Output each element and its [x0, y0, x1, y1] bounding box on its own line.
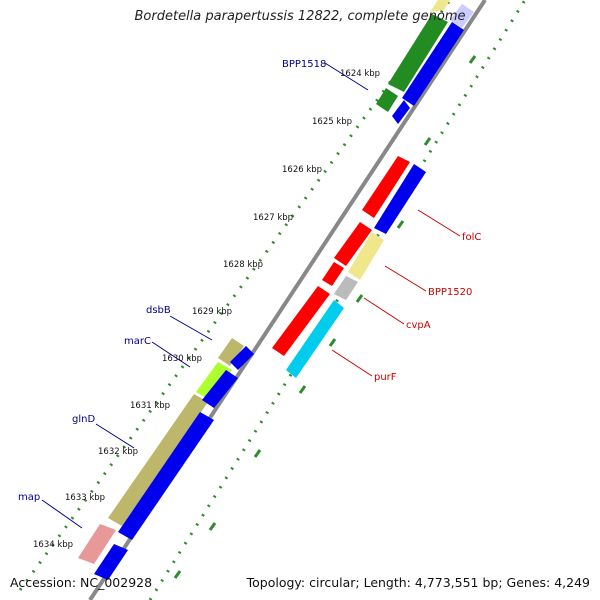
outer-dotted-ruler [148, 0, 527, 600]
topology-label: Topology: circular; Length: 4,773,551 bp… [246, 575, 590, 590]
gene-top-blue [402, 22, 464, 106]
backbone-tick [468, 55, 477, 64]
kbp-label-1624: 1624 kbp [340, 69, 380, 79]
gene-marC [196, 362, 232, 400]
kbp-label-1626: 1626 kbp [282, 165, 322, 175]
gene-label-purF: purF [374, 372, 397, 383]
gene-blue-3 [202, 370, 238, 408]
leader-glnD [95, 423, 135, 449]
gene-top-blue-small [392, 100, 410, 124]
backbone-tick [173, 570, 182, 579]
gene-dsbB [218, 338, 244, 366]
backbone-tick [328, 338, 337, 347]
gene-track-left [78, 338, 254, 580]
gene-label-dsbB: dsbB [146, 305, 171, 316]
backbone-tick [208, 522, 217, 531]
kbp-label-1625: 1625 kbp [312, 117, 352, 127]
kbp-label-1634: 1634 kbp [33, 540, 73, 550]
kbp-label-1628: 1628 kbp [223, 260, 263, 270]
backbone-ticks [173, 55, 477, 579]
gene-label-glnD: glnD [72, 414, 95, 425]
leader-folC [417, 209, 461, 237]
gene-right-blue [374, 164, 426, 234]
gene-label-marC: marC [124, 336, 151, 347]
leader-cvpA [363, 297, 405, 325]
gene-BPP1520 [348, 232, 384, 280]
leader-purF [331, 349, 373, 377]
leader-dsbB [169, 315, 213, 341]
gene-cvpA [334, 276, 358, 300]
gene-glnD [108, 394, 208, 526]
gene-label-BPP1518: BPP1518 [282, 59, 326, 70]
kbp-label-1632: 1632 kbp [98, 447, 138, 457]
backbone-tick [298, 385, 307, 394]
backbone-tick [253, 449, 262, 458]
gene-top-green-small [376, 88, 398, 112]
leader-BPP1518 [324, 62, 369, 91]
gene-blue-1 [94, 544, 128, 580]
gene-map [78, 524, 116, 564]
gene-label-BPP1520: BPP1520 [428, 287, 472, 298]
gene-cyan [286, 300, 344, 378]
kbp-label-1633: 1633 kbp [65, 493, 105, 503]
kbp-label-1631: 1631 kbp [130, 401, 170, 411]
accession-label: Accession: NC_002928 [10, 575, 153, 590]
gene-label-cvpA: cvpA [406, 320, 431, 331]
gene-track-right [272, 156, 426, 378]
kbp-label-1629: 1629 kbp [192, 307, 232, 317]
kbp-label-1627: 1627 kbp [253, 213, 293, 223]
gene-red-2 [334, 222, 372, 266]
leader-lines-left [41, 62, 369, 529]
kbp-label-1630: 1630 kbp [162, 354, 202, 364]
map-title: Bordetella parapertussis 12822, complete… [134, 9, 466, 24]
gene-label-map: map [18, 492, 40, 503]
gene-label-folC: folC [462, 232, 481, 243]
inner-dotted-ruler [18, 0, 452, 591]
leader-BPP1520 [384, 265, 427, 292]
backbone-tick [396, 220, 405, 229]
gene-red-3 [322, 262, 344, 286]
backbone-tick [355, 294, 364, 303]
backbone-tick [423, 137, 432, 146]
gene-top-yellow [430, 0, 450, 12]
gene-top-lavender [450, 4, 474, 28]
gene-folC [362, 156, 410, 218]
leader-lines-right [331, 209, 461, 377]
gene-BPP1518 [388, 14, 448, 92]
leader-marC [151, 341, 191, 368]
gene-track-top [376, 0, 474, 124]
leader-map [41, 499, 83, 529]
gene-blue-2 [118, 412, 214, 540]
gene-blue-4 [230, 346, 254, 370]
gene-purF [272, 286, 330, 356]
